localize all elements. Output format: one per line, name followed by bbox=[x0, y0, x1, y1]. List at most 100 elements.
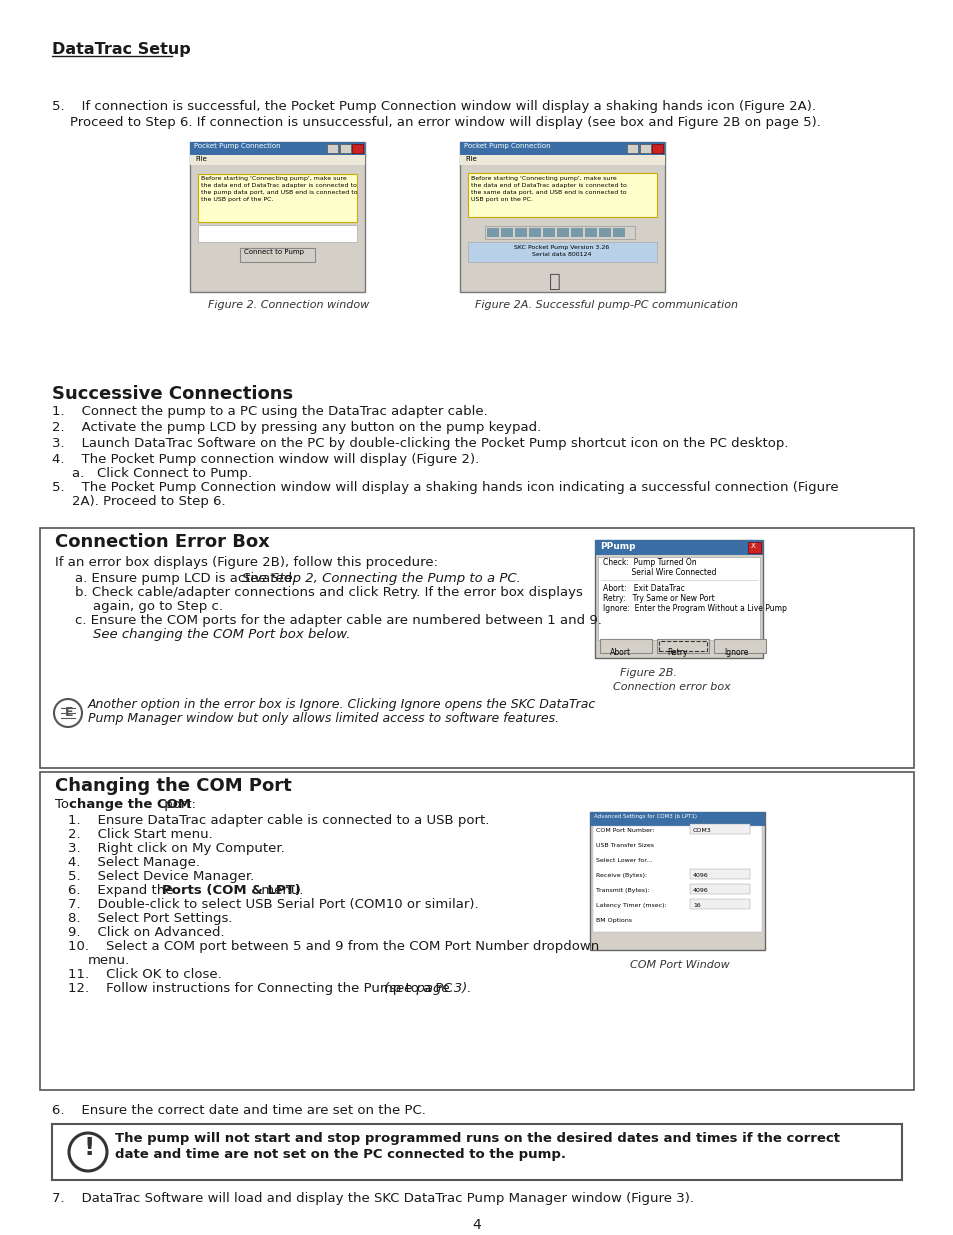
Text: 12.    Follow instructions for Connecting the Pump to a PC: 12. Follow instructions for Connecting t… bbox=[68, 982, 456, 995]
Text: Latency Timer (msec):: Latency Timer (msec): bbox=[596, 903, 666, 908]
Text: COM Port Number:: COM Port Number: bbox=[596, 827, 654, 832]
Text: menu.: menu. bbox=[88, 953, 131, 967]
FancyBboxPatch shape bbox=[557, 228, 568, 237]
Text: PPump: PPump bbox=[599, 542, 635, 551]
Text: File: File bbox=[194, 156, 207, 162]
Text: 4096: 4096 bbox=[692, 873, 708, 878]
FancyBboxPatch shape bbox=[198, 174, 356, 222]
Text: To: To bbox=[55, 798, 73, 811]
Text: 3.    Launch DataTrac Software on the PC by double-clicking the Pocket Pump shor: 3. Launch DataTrac Software on the PC by… bbox=[52, 437, 788, 450]
FancyBboxPatch shape bbox=[468, 242, 657, 262]
FancyBboxPatch shape bbox=[500, 228, 513, 237]
Text: 4: 4 bbox=[472, 1218, 481, 1233]
Text: Serial Wire Connected: Serial Wire Connected bbox=[602, 568, 716, 577]
FancyBboxPatch shape bbox=[459, 142, 664, 291]
FancyBboxPatch shape bbox=[657, 638, 708, 653]
FancyBboxPatch shape bbox=[571, 228, 582, 237]
Text: 3.    Right click on My Computer.: 3. Right click on My Computer. bbox=[68, 842, 284, 855]
FancyBboxPatch shape bbox=[747, 542, 760, 553]
Text: 6.    Ensure the correct date and time are set on the PC.: 6. Ensure the correct date and time are … bbox=[52, 1104, 425, 1116]
FancyBboxPatch shape bbox=[598, 557, 760, 640]
Text: COM3: COM3 bbox=[692, 827, 711, 832]
Text: change the COM: change the COM bbox=[69, 798, 191, 811]
Circle shape bbox=[54, 699, 82, 727]
Text: date and time are not set on the PC connected to the pump.: date and time are not set on the PC conn… bbox=[115, 1149, 565, 1161]
Text: Retry: Retry bbox=[666, 648, 687, 657]
Text: 16: 16 bbox=[692, 903, 700, 908]
Text: 5.    Select Device Manager.: 5. Select Device Manager. bbox=[68, 869, 254, 883]
Text: Ports (COM & LPT): Ports (COM & LPT) bbox=[162, 884, 301, 897]
FancyBboxPatch shape bbox=[689, 899, 749, 909]
FancyBboxPatch shape bbox=[626, 144, 638, 153]
Circle shape bbox=[69, 1132, 107, 1171]
FancyBboxPatch shape bbox=[595, 540, 762, 658]
Text: File: File bbox=[464, 156, 476, 162]
Text: 10.    Select a COM port between 5 and 9 from the COM Port Number dropdown: 10. Select a COM port between 5 and 9 fr… bbox=[68, 940, 598, 953]
Text: 4.    Select Manage.: 4. Select Manage. bbox=[68, 856, 200, 869]
Text: Figure 2A. Successful pump-PC communication: Figure 2A. Successful pump-PC communicat… bbox=[475, 300, 738, 310]
Text: 5.    The Pocket Pump Connection window will display a shaking hands icon indica: 5. The Pocket Pump Connection window wil… bbox=[52, 480, 838, 494]
Text: E: E bbox=[65, 706, 73, 719]
Text: Proceed to Step 6. If connection is unsuccessful, an error window will display (: Proceed to Step 6. If connection is unsu… bbox=[70, 116, 820, 128]
Text: !: ! bbox=[84, 1136, 95, 1160]
FancyBboxPatch shape bbox=[468, 173, 657, 217]
Text: Select Lower for...: Select Lower for... bbox=[596, 858, 652, 863]
FancyBboxPatch shape bbox=[240, 248, 314, 262]
Text: 9.    Click on Advanced.: 9. Click on Advanced. bbox=[68, 926, 224, 939]
FancyBboxPatch shape bbox=[651, 144, 662, 153]
Text: 7.    DataTrac Software will load and display the SKC DataTrac Pump Manager wind: 7. DataTrac Software will load and displ… bbox=[52, 1192, 693, 1205]
Text: Connect to Pump: Connect to Pump bbox=[244, 249, 304, 254]
Text: ✋: ✋ bbox=[549, 272, 560, 291]
Text: 11.    Click OK to close.: 11. Click OK to close. bbox=[68, 968, 221, 981]
FancyBboxPatch shape bbox=[689, 869, 749, 879]
Text: Check:  Pump Turned On: Check: Pump Turned On bbox=[602, 558, 696, 567]
FancyBboxPatch shape bbox=[40, 529, 913, 768]
FancyBboxPatch shape bbox=[689, 884, 749, 894]
FancyBboxPatch shape bbox=[593, 826, 761, 932]
FancyBboxPatch shape bbox=[598, 228, 610, 237]
FancyBboxPatch shape bbox=[589, 811, 764, 950]
Text: Receive (Bytes):: Receive (Bytes): bbox=[596, 873, 646, 878]
Text: again, go to Step c.: again, go to Step c. bbox=[92, 600, 223, 613]
Text: 7.    Double-click to select USB Serial Port (COM10 or similar).: 7. Double-click to select USB Serial Por… bbox=[68, 898, 478, 911]
Text: Before starting 'Connecting pump', make sure
the data end of DataTrac adapter is: Before starting 'Connecting pump', make … bbox=[201, 177, 357, 203]
FancyBboxPatch shape bbox=[190, 142, 365, 156]
Text: Ignore:  Enter the Program Without a Live Pump: Ignore: Enter the Program Without a Live… bbox=[602, 604, 786, 613]
FancyBboxPatch shape bbox=[198, 225, 356, 242]
Text: Pocket Pump Connection: Pocket Pump Connection bbox=[463, 143, 550, 149]
Text: See Step 2, Connecting the Pump to a PC.: See Step 2, Connecting the Pump to a PC. bbox=[242, 572, 520, 585]
FancyBboxPatch shape bbox=[484, 226, 635, 240]
FancyBboxPatch shape bbox=[584, 228, 597, 237]
FancyBboxPatch shape bbox=[327, 144, 337, 153]
Text: Ignore: Ignore bbox=[723, 648, 747, 657]
Text: Before starting 'Connecting pump', make sure
the data end of DataTrac adapter is: Before starting 'Connecting pump', make … bbox=[471, 177, 626, 203]
FancyBboxPatch shape bbox=[190, 142, 365, 291]
Text: Connection Error Box: Connection Error Box bbox=[55, 534, 270, 551]
FancyBboxPatch shape bbox=[599, 638, 651, 653]
Text: If an error box displays (Figure 2B), follow this procedure:: If an error box displays (Figure 2B), fo… bbox=[55, 556, 437, 569]
Text: The pump will not start and stop programmed runs on the desired dates and times : The pump will not start and stop program… bbox=[115, 1132, 840, 1145]
Text: X: X bbox=[750, 543, 755, 550]
FancyBboxPatch shape bbox=[459, 156, 664, 165]
Text: Transmit (Bytes):: Transmit (Bytes): bbox=[596, 888, 649, 893]
FancyBboxPatch shape bbox=[339, 144, 351, 153]
Text: See changing the COM Port box below.: See changing the COM Port box below. bbox=[92, 629, 350, 641]
Text: 6.    Expand the: 6. Expand the bbox=[68, 884, 177, 897]
Text: BM Options: BM Options bbox=[596, 918, 631, 923]
FancyBboxPatch shape bbox=[613, 228, 624, 237]
Text: c. Ensure the COM ports for the adapter cable are numbered between 1 and 9.: c. Ensure the COM ports for the adapter … bbox=[75, 614, 601, 627]
FancyBboxPatch shape bbox=[40, 772, 913, 1091]
Text: Abort: Abort bbox=[609, 648, 631, 657]
Text: a.   Click Connect to Pump.: a. Click Connect to Pump. bbox=[71, 467, 252, 480]
Text: Changing the COM Port: Changing the COM Port bbox=[55, 777, 292, 795]
Text: 2.    Click Start menu.: 2. Click Start menu. bbox=[68, 827, 213, 841]
Text: Figure 2. Connection window: Figure 2. Connection window bbox=[208, 300, 369, 310]
Text: Pocket Pump Connection: Pocket Pump Connection bbox=[193, 143, 280, 149]
FancyBboxPatch shape bbox=[713, 638, 765, 653]
FancyBboxPatch shape bbox=[542, 228, 555, 237]
Text: menu.: menu. bbox=[256, 884, 303, 897]
Text: 4096: 4096 bbox=[692, 888, 708, 893]
Text: 2A). Proceed to Step 6.: 2A). Proceed to Step 6. bbox=[71, 495, 226, 508]
FancyBboxPatch shape bbox=[529, 228, 540, 237]
Text: Another option in the error box is Ignore. Clicking Ignore opens the SKC DataTra: Another option in the error box is Ignor… bbox=[88, 698, 596, 711]
